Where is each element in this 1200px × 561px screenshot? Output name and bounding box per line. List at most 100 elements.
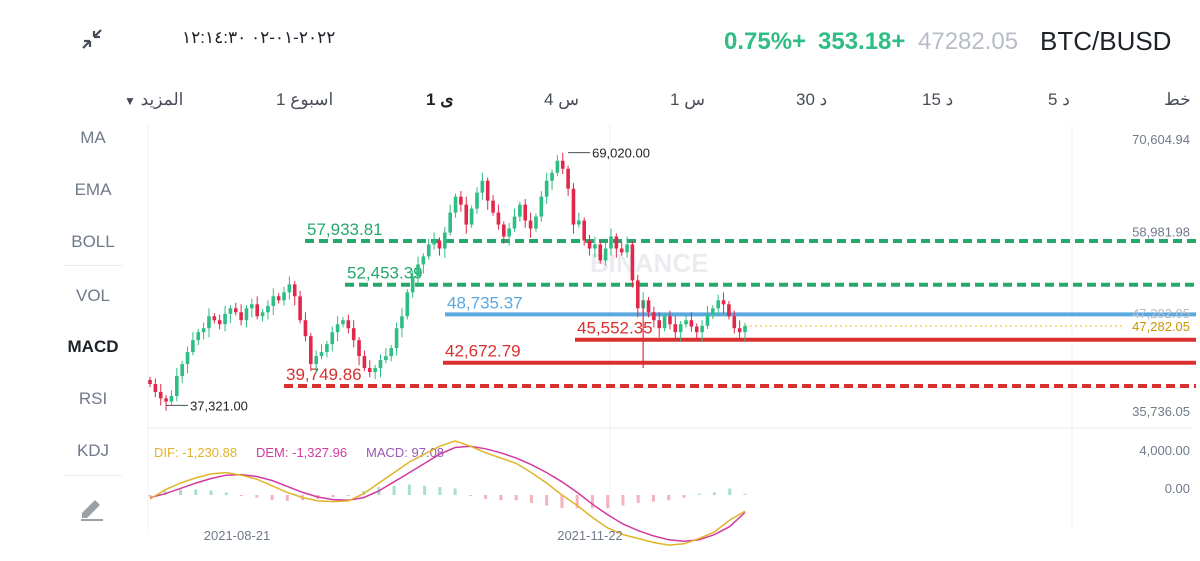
collapse-fullscreen-icon[interactable] xyxy=(80,27,104,51)
tab-more[interactable]: ▼ المزيد xyxy=(124,90,183,110)
candle-body xyxy=(662,316,667,329)
candle-body xyxy=(217,320,222,325)
candle-body xyxy=(646,300,651,313)
macd-histogram-bar xyxy=(606,495,610,509)
candle-body xyxy=(609,236,613,249)
tab-1d[interactable]: 1 ى xyxy=(426,90,454,109)
macd-histogram-bar xyxy=(697,493,701,495)
macd-histogram-bar xyxy=(682,495,686,498)
tab-30m[interactable]: 30 د xyxy=(796,90,828,109)
candle-body xyxy=(207,316,211,329)
indicator-vol[interactable]: VOL xyxy=(75,286,111,305)
candle-body xyxy=(410,276,415,293)
x-tick-label: 2021-08-21 xyxy=(204,528,271,543)
candle-body xyxy=(539,196,544,217)
tab-5m[interactable]: 5 د xyxy=(1048,90,1070,109)
indicator-kdj[interactable]: KDJ xyxy=(76,441,110,460)
indicator-ema[interactable]: EMA xyxy=(74,180,112,199)
indicator-rsi[interactable]: RSI xyxy=(78,389,108,408)
indicator-boll[interactable]: BOLL xyxy=(71,232,115,251)
candle-body xyxy=(426,244,431,257)
macd-histogram-bar xyxy=(285,495,289,501)
macd-histogram-bar xyxy=(590,495,594,509)
tab-line[interactable]: خط xyxy=(1164,90,1191,109)
dem-line xyxy=(149,445,746,542)
tab-1h[interactable]: 1 س xyxy=(670,90,705,109)
candle-body xyxy=(475,192,479,209)
macd-histogram-bar xyxy=(331,495,335,497)
price-change-percent: 0.75%+ xyxy=(724,28,807,55)
y-tick-label: 58,981.98 xyxy=(1132,225,1190,240)
candle-body xyxy=(689,320,694,327)
draw-pen-icon[interactable] xyxy=(78,494,106,522)
candle-body xyxy=(705,313,710,326)
macd-y-tick: 0.00 xyxy=(1165,481,1190,496)
macd-histogram-bar xyxy=(743,493,747,495)
candle-body xyxy=(603,248,608,261)
macd-histogram-bar xyxy=(712,492,716,495)
candle-body xyxy=(276,296,281,301)
candle-body xyxy=(330,332,335,345)
candle-body xyxy=(158,391,163,399)
macd-histogram-bar xyxy=(636,495,640,503)
indicator-divider xyxy=(64,475,122,476)
dif-label: DIF: -1,230.88 xyxy=(154,445,237,460)
candle-body xyxy=(287,284,292,293)
candle-body xyxy=(480,180,485,193)
candle-body xyxy=(282,292,286,301)
candle-body xyxy=(180,364,184,377)
candle-body xyxy=(518,204,522,217)
candle-body xyxy=(668,316,672,325)
candle-body xyxy=(303,320,308,337)
candle-body xyxy=(700,325,704,333)
candle-body xyxy=(239,312,243,321)
tab-15m[interactable]: 15 د xyxy=(922,90,954,109)
candle-body xyxy=(250,304,254,309)
macd-histogram-bar xyxy=(651,495,655,502)
candle-body xyxy=(325,344,329,353)
candle-body xyxy=(635,280,640,309)
macd-histogram-bar xyxy=(423,485,427,495)
candle-body xyxy=(571,188,576,225)
candles xyxy=(148,152,747,411)
macd-histogram-bar xyxy=(545,495,549,506)
candle-body xyxy=(164,398,168,402)
tab-1w[interactable]: 1 اسبوع xyxy=(276,90,334,109)
candle-body xyxy=(673,324,678,333)
macd-histogram-bar xyxy=(468,495,472,496)
candle-body xyxy=(432,240,436,245)
low-label: 37,321.00 xyxy=(190,398,248,413)
candle-body xyxy=(394,328,399,349)
indicator-ma[interactable]: MA xyxy=(80,128,106,147)
annotations: 69,020.00 37,321.00 xyxy=(166,146,650,413)
tab-4h[interactable]: 4 س xyxy=(544,90,579,109)
candle-body xyxy=(625,244,629,253)
macd-histogram-bar xyxy=(179,489,183,495)
candle-body xyxy=(716,300,720,309)
candle-body xyxy=(496,212,501,225)
macd-histogram-bar xyxy=(575,495,579,509)
x-tick-label: 2021-11-22 xyxy=(557,528,623,543)
caret-down-icon: ▼ xyxy=(124,94,136,108)
level-label: 39,749.86 xyxy=(286,365,362,384)
macd-histogram-bar xyxy=(209,490,213,495)
candle-body xyxy=(309,336,313,365)
candle-body xyxy=(684,320,688,325)
current-price-label: 47,282.05 xyxy=(1132,319,1190,334)
dif-line xyxy=(149,440,746,546)
candle-body xyxy=(185,352,190,365)
candle-body xyxy=(566,168,570,189)
macd-histogram-bar xyxy=(621,495,625,506)
indicator-macd[interactable]: MACD xyxy=(67,337,119,356)
candle-body xyxy=(367,368,372,373)
candle-body xyxy=(630,244,635,281)
candle-body xyxy=(416,264,420,277)
macd-histogram-bar xyxy=(270,495,274,501)
y-axis-ticks: 70,604.94 58,981.98 35,736.05 47,282.05 xyxy=(1132,132,1190,419)
macd-histogram-bar xyxy=(514,495,518,501)
candle-body xyxy=(587,240,592,249)
macd-histogram-bar xyxy=(240,495,244,496)
macd-histogram-bar xyxy=(407,484,411,495)
candle-body xyxy=(657,320,662,329)
